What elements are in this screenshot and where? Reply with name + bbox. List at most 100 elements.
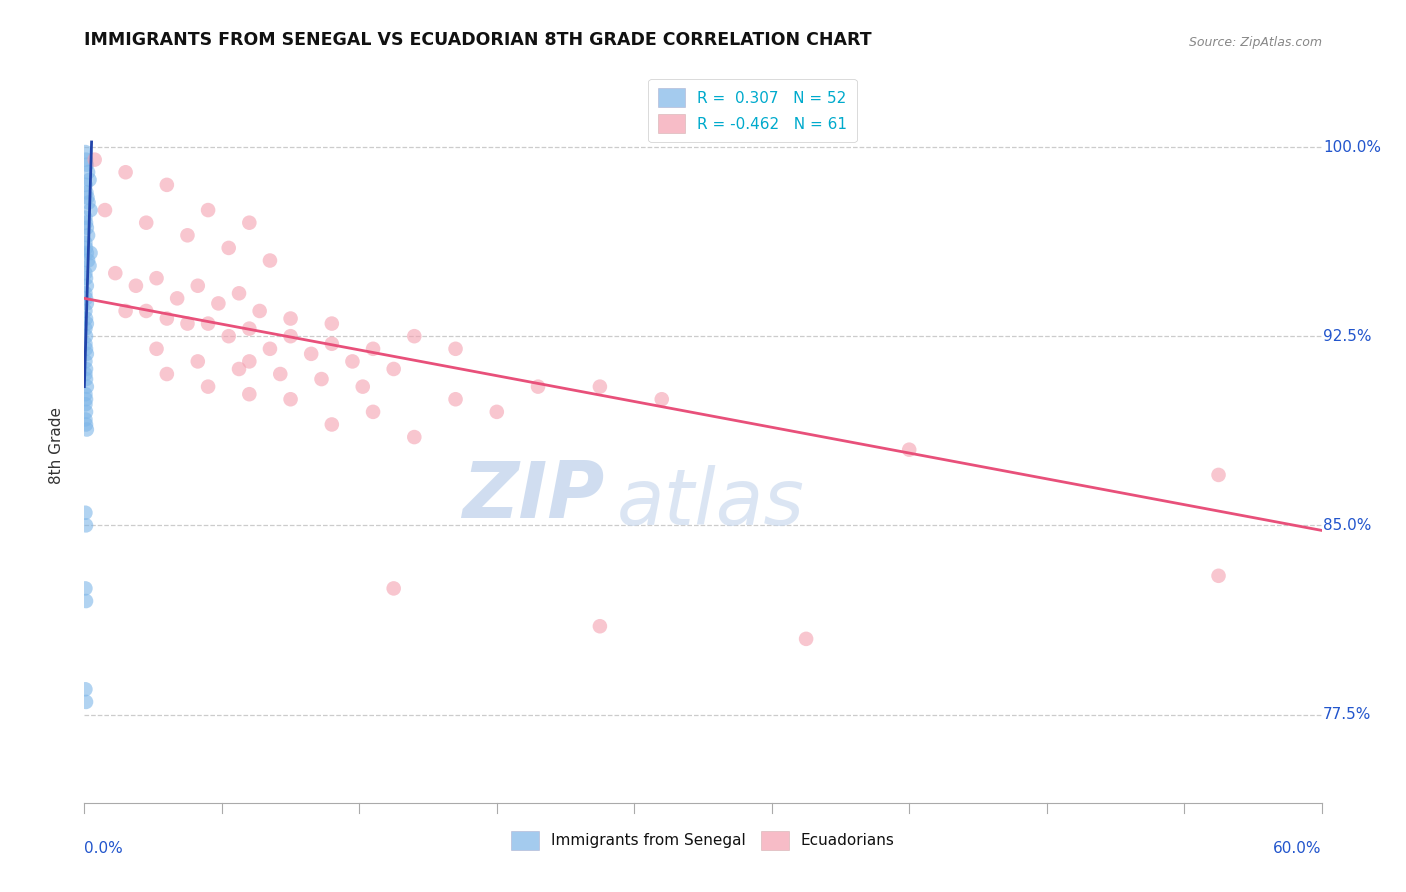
Point [79, 203, 101, 218]
Text: 85.0%: 85.0% [1323, 518, 1371, 533]
Point [76, 246, 98, 260]
Point [75, 342, 97, 356]
Legend: Immigrants from Senegal, Ecuadorians: Immigrants from Senegal, Ecuadorians [503, 823, 903, 857]
Point [75, 235, 97, 250]
Point [75, 392, 97, 407]
Point [75, 367, 97, 381]
Point [79, 173, 101, 187]
Point [75, 397, 97, 411]
Point [75, 518, 97, 533]
Point [280, 329, 302, 343]
Point [75, 271, 97, 285]
Point [321, 417, 343, 432]
Point [75, 186, 97, 200]
Point [444, 392, 467, 407]
Point [197, 379, 219, 393]
Point [238, 387, 260, 401]
Text: 100.0%: 100.0% [1323, 139, 1381, 154]
Point [361, 342, 384, 356]
Point [75, 329, 97, 343]
Point [76, 317, 98, 331]
Point [299, 347, 322, 361]
Point [76, 158, 98, 172]
Point [125, 278, 148, 293]
Text: ZIP: ZIP [461, 458, 605, 533]
Point [404, 329, 426, 343]
Point [75, 362, 97, 376]
Text: 77.5%: 77.5% [1323, 707, 1371, 722]
Point [75, 594, 97, 608]
Point [75, 417, 97, 432]
Point [75, 695, 97, 709]
Text: 60.0%: 60.0% [1274, 840, 1322, 855]
Point [75, 321, 97, 335]
Point [156, 178, 179, 192]
Point [75, 682, 97, 697]
Point [79, 246, 101, 260]
Point [228, 286, 250, 301]
Point [75, 291, 97, 305]
Point [75, 336, 97, 351]
Point [76, 220, 98, 235]
Point [156, 311, 179, 326]
Point [75, 582, 97, 596]
Point [269, 367, 291, 381]
Text: 92.5%: 92.5% [1323, 328, 1371, 343]
Point [75, 506, 97, 520]
Point [259, 342, 281, 356]
Point [76, 347, 98, 361]
Point [898, 442, 921, 457]
Point [342, 354, 364, 368]
Point [166, 291, 188, 305]
Point [75, 286, 97, 301]
Point [79, 259, 101, 273]
Point [76, 278, 98, 293]
Point [75, 372, 97, 386]
Point [280, 392, 302, 407]
Point [321, 317, 343, 331]
Point [197, 203, 219, 218]
Point [404, 430, 426, 444]
Point [114, 165, 136, 179]
Point [280, 311, 302, 326]
Point [75, 145, 97, 159]
Point [94, 203, 117, 218]
Point [135, 304, 157, 318]
Point [75, 405, 97, 419]
Point [75, 241, 97, 255]
Point [352, 379, 374, 393]
Point [75, 266, 97, 280]
Text: 0.0%: 0.0% [84, 840, 124, 855]
Point [145, 271, 167, 285]
Text: IMMIGRANTS FROM SENEGAL VS ECUADORIAN 8TH GRADE CORRELATION CHART: IMMIGRANTS FROM SENEGAL VS ECUADORIAN 8T… [84, 31, 872, 49]
Point [444, 342, 467, 356]
Point [176, 228, 198, 243]
Point [485, 405, 508, 419]
Point [114, 304, 136, 318]
Point [76, 190, 98, 204]
Point [382, 362, 405, 376]
Point [218, 329, 240, 343]
Point [238, 216, 260, 230]
Text: 8th Grade: 8th Grade [49, 408, 63, 484]
Point [77, 195, 100, 210]
Point [238, 354, 260, 368]
Point [589, 619, 612, 633]
Point [1208, 569, 1230, 583]
Point [197, 317, 219, 331]
Point [83, 153, 105, 167]
Point [259, 253, 281, 268]
Point [527, 379, 550, 393]
Point [75, 311, 97, 326]
Point [75, 387, 97, 401]
Point [207, 296, 229, 310]
Point [77, 228, 100, 243]
Point [794, 632, 817, 646]
Point [75, 354, 97, 368]
Point [75, 153, 97, 167]
Point [249, 304, 271, 318]
Point [76, 296, 98, 310]
Point [187, 354, 209, 368]
Text: atlas: atlas [616, 465, 804, 541]
Point [218, 241, 240, 255]
